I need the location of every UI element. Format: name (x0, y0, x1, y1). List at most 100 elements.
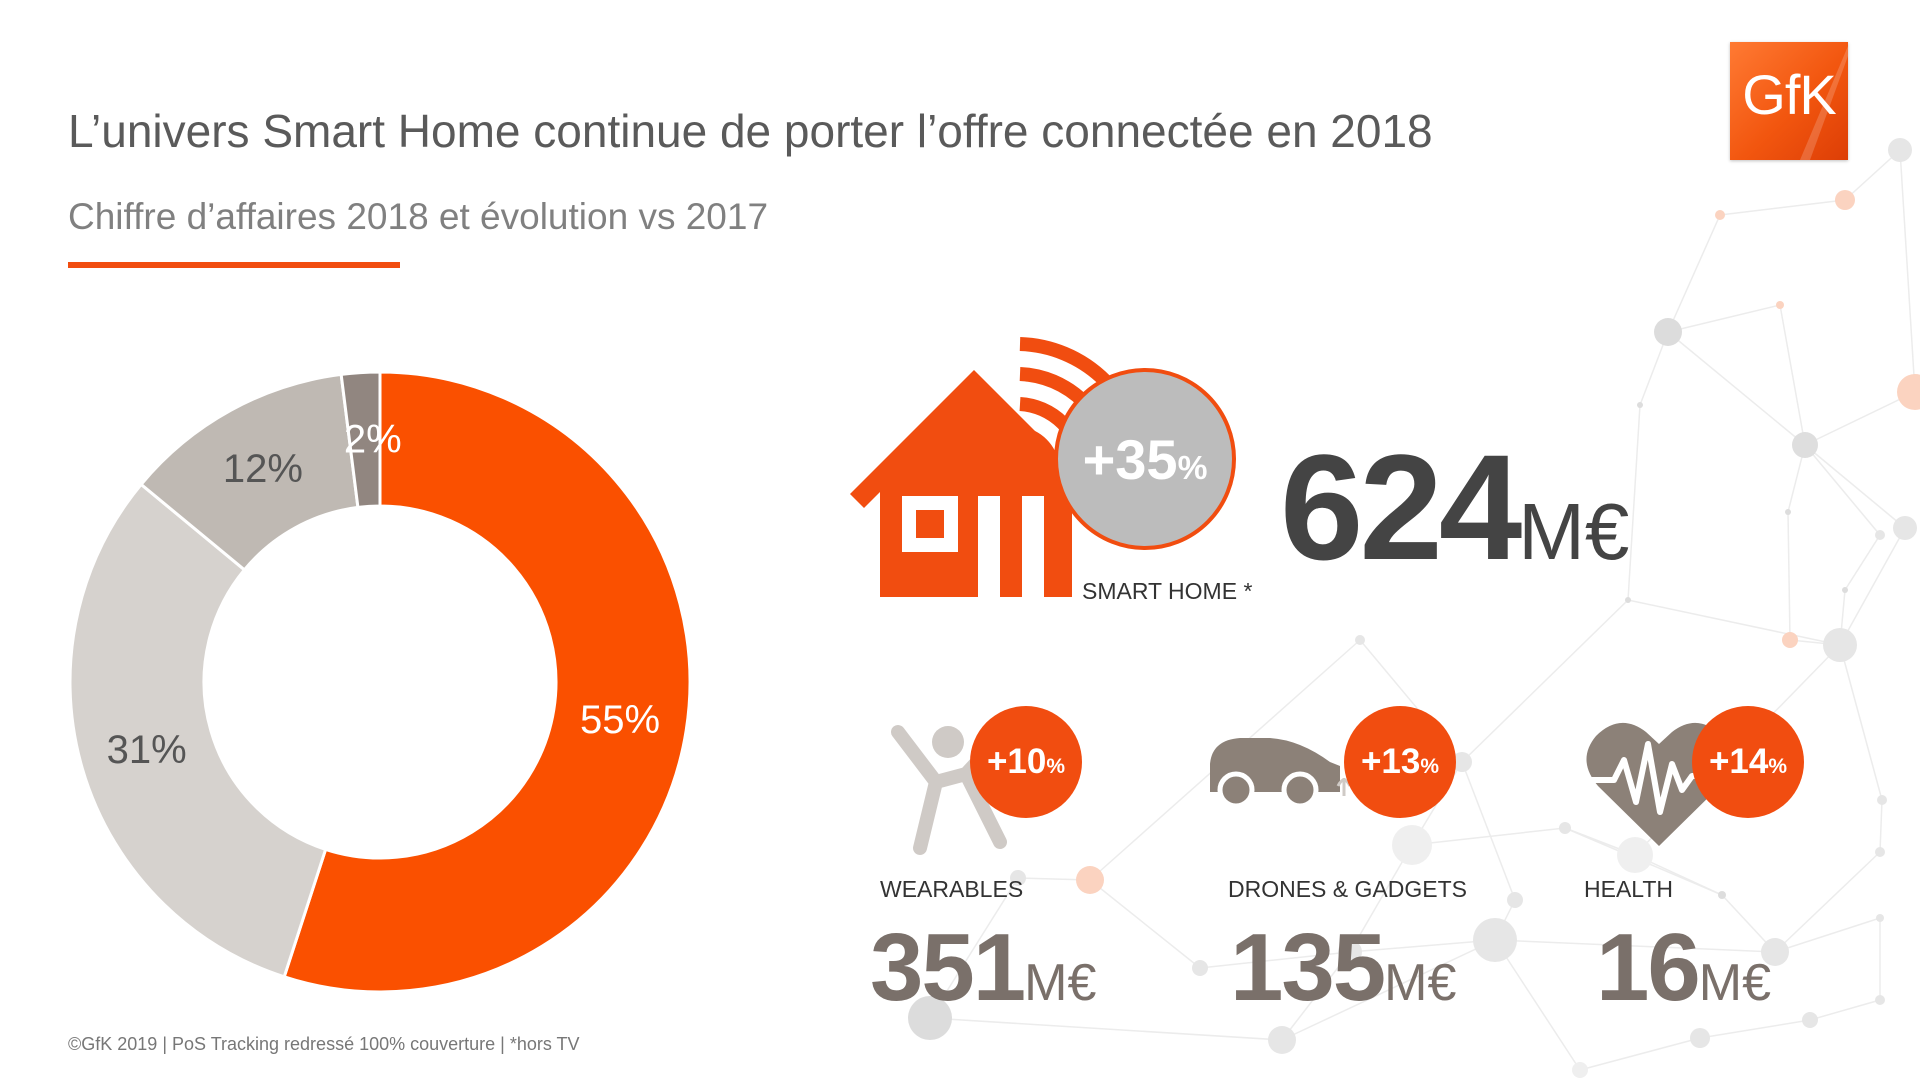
network-node-2 (1835, 190, 1855, 210)
network-node-21 (1338, 940, 1362, 964)
network-node-3 (1715, 210, 1725, 220)
drones-growth-value: +13% (1360, 742, 1440, 781)
subtitle-underline (68, 262, 400, 268)
smart-home-label: SMART HOME * (1082, 578, 1253, 604)
network-node-32 (1572, 1062, 1588, 1078)
network-node-11 (1782, 632, 1798, 648)
wearables-value: 351M€ (870, 920, 1096, 1016)
wearables-label: WEARABLES (880, 876, 1024, 902)
network-node-16 (1617, 837, 1653, 873)
smart-home-unit: M€ (1518, 487, 1630, 576)
network-node-25 (908, 996, 952, 1040)
network-link-6 (1804, 444, 1906, 529)
network-link-49 (1349, 844, 1413, 953)
network-node-13 (1842, 587, 1848, 593)
network-link-45 (1844, 534, 1881, 591)
network-node-10 (1823, 628, 1857, 662)
network-node-1 (1888, 138, 1912, 162)
network-node-17 (1452, 752, 1472, 772)
network-link-40 (1579, 1037, 1701, 1071)
network-link-4 (1667, 304, 1781, 333)
health-growth-badge: +14% (1692, 706, 1804, 818)
drones-unit: M€ (1384, 954, 1457, 1012)
network-node-4 (1776, 301, 1784, 309)
network-link-23 (1349, 939, 1496, 953)
donut-slice-4 (339, 370, 382, 510)
network-link-44 (1899, 149, 1916, 393)
network-link-24 (1199, 951, 1351, 969)
footnote: ©GfK 2019 | PoS Tracking redressé 100% c… (68, 1034, 580, 1054)
network-link-8 (1839, 527, 1906, 646)
network-node-7 (1792, 432, 1818, 458)
network-node-5 (1654, 318, 1682, 346)
health-growth-value: +14% (1708, 742, 1788, 781)
logo-swoosh-icon (1800, 46, 1848, 160)
network-node-15 (1559, 822, 1571, 834)
network-link-10 (1787, 511, 1791, 641)
network-link-14 (1627, 404, 1641, 601)
network-link-18 (1411, 827, 1566, 846)
network-node-9 (1875, 530, 1885, 540)
page-subtitle: Chiffre d’affaires 2018 et évolution vs … (68, 196, 769, 237)
network-node-30 (1875, 995, 1885, 1005)
wearables-growth-value: +10% (986, 742, 1066, 781)
page-title: L’univers Smart Home continue de porter … (68, 105, 1433, 157)
network-link-7 (1804, 444, 1881, 536)
donut-slice-1 (282, 370, 692, 994)
network-link-43 (1804, 391, 1916, 446)
network-link-36 (1774, 917, 1881, 953)
health-number: 16 (1596, 914, 1701, 1021)
network-node-29 (1876, 914, 1884, 922)
gfk-logo: GfK (1730, 42, 1848, 160)
smart-home-growth-badge: +35% (1054, 368, 1236, 550)
network-link-34 (1879, 799, 1883, 853)
network-link-1 (1844, 149, 1901, 201)
network-node-20 (1473, 918, 1517, 962)
network-link-2 (1719, 199, 1846, 216)
smart-home-growth-value: +35% (1082, 427, 1208, 491)
network-link-21 (1461, 761, 1516, 901)
network-node-26 (1268, 1026, 1296, 1054)
health-value: 16M€ (1596, 920, 1771, 1016)
network-link-29 (1281, 939, 1496, 1041)
network-link-25 (1089, 879, 1201, 969)
network-node-33 (1802, 1012, 1818, 1028)
donut-slice-2 (68, 482, 328, 979)
network-node-27 (1761, 938, 1789, 966)
wearables-growth-badge: +10% (970, 706, 1082, 818)
wearables-number: 351 (870, 914, 1026, 1021)
network-node-28 (1875, 847, 1885, 857)
network-link-33 (1774, 851, 1881, 953)
gfk-logo-text: GfK (1742, 63, 1836, 126)
network-link-27 (929, 877, 1019, 1019)
donut-chart: 55% 31% 12% 2% (68, 370, 692, 994)
network-link-3 (1667, 214, 1721, 333)
network-node-31 (1690, 1028, 1710, 1048)
network-node-37 (1355, 635, 1365, 645)
wearables-unit: M€ (1024, 954, 1097, 1012)
network-node-14 (1625, 597, 1631, 603)
drones-growth-badge: +13% (1344, 706, 1456, 818)
network-node-12 (1785, 509, 1791, 515)
donut-label-1: 55% (580, 698, 660, 742)
connected-car-icon (1210, 738, 1352, 804)
smart-home-value: 624M€ (1280, 432, 1629, 582)
network-link-5 (1779, 304, 1806, 446)
network-link-30 (1494, 939, 1776, 953)
health-unit: M€ (1698, 954, 1772, 1012)
network-link-16 (1461, 599, 1629, 763)
donut-label-3: 12% (223, 447, 303, 491)
network-link-35 (1839, 644, 1883, 801)
donut-label-4: 2% (344, 417, 402, 461)
drones-label: DRONES & GADGETS (1228, 876, 1467, 902)
network-link-15 (1627, 599, 1841, 646)
network-link-38 (1809, 999, 1881, 1021)
network-node-6 (1897, 374, 1920, 410)
network-node-19 (1507, 892, 1523, 908)
drones-number: 135 (1230, 914, 1386, 1021)
network-node-36 (1637, 402, 1643, 408)
network-node-23 (1076, 866, 1104, 894)
drones-value: 135M€ (1230, 920, 1456, 1016)
network-link-28 (929, 1017, 1283, 1041)
